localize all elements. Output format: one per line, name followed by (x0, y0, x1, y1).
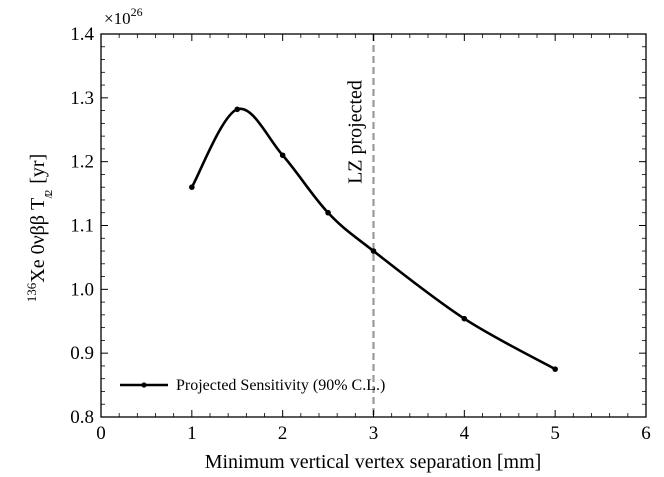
data-point (234, 106, 241, 113)
y-tick-label: 1.3 (70, 88, 94, 109)
data-point (189, 184, 195, 190)
y-tick-label: 1.1 (70, 216, 94, 237)
axes: 0 1 2 3 4 5 6 0.8 0.9 1.0 1.1 1.2 1.3 1.4 (70, 24, 651, 444)
x-tick-label: 6 (641, 423, 651, 444)
x-tick-label: 5 (550, 423, 560, 444)
x-tick-label: 1 (187, 423, 197, 444)
data-point (325, 209, 331, 216)
reference-line-label: LZ projected (345, 80, 367, 184)
legend: Projected Sensitivity (90% C.L.) (120, 377, 385, 394)
x-tick-label: 0 (96, 423, 106, 444)
y-axis-label: 136Xe 0νββ T1/2[yr] (24, 154, 55, 302)
data-point (552, 366, 558, 372)
y-tick-label: 1.0 (70, 279, 94, 300)
y-tick-label: 1.4 (70, 24, 94, 45)
x-tick-label: 2 (278, 423, 288, 444)
data-point (370, 248, 377, 254)
y-tick-label: 0.8 (70, 407, 94, 428)
data-point (461, 315, 468, 322)
y-scale-factor: ×1026 (104, 5, 143, 28)
legend-marker-swatch (141, 382, 147, 388)
x-tick-label: 4 (460, 423, 470, 444)
data-point (279, 152, 286, 159)
x-tick-label: 3 (369, 423, 379, 444)
plot-area (189, 34, 558, 417)
y-tick-label: 1.2 (70, 152, 94, 173)
y-tick-label: 0.9 (70, 343, 94, 364)
legend-entry-label: Projected Sensitivity (90% C.L.) (176, 377, 385, 394)
x-axis-label: Minimum vertical vertex separation [mm] (205, 451, 542, 473)
